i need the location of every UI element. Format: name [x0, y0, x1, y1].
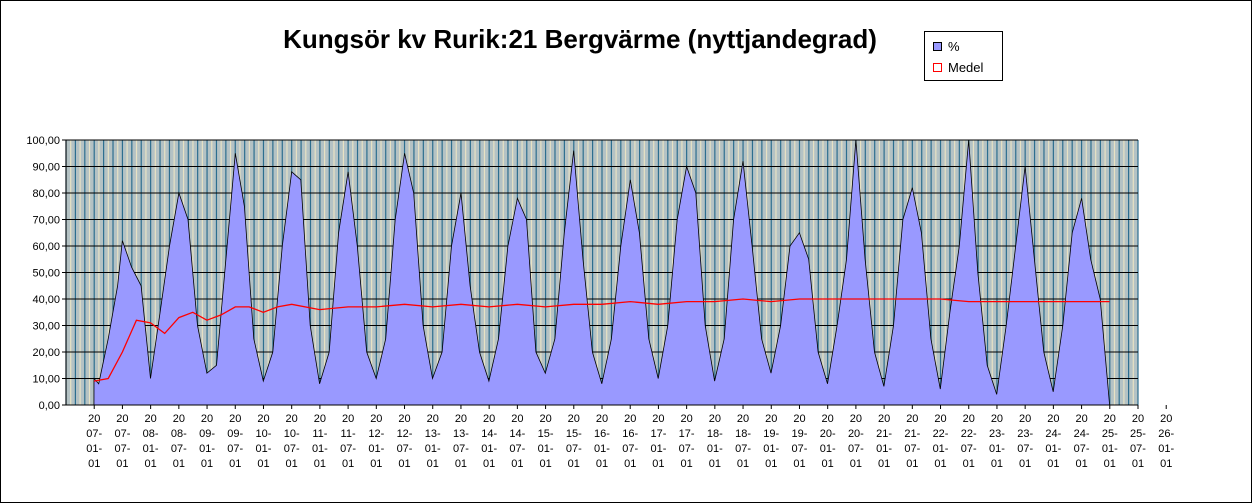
x-tick-label: 20 07-07-01	[114, 413, 130, 470]
chart-title: Kungsör kv Rurik:21 Bergvärme (nyttjande…	[283, 24, 877, 54]
x-tick-label: 20 08-01-01	[143, 413, 159, 470]
y-tick-label: 50,00	[32, 268, 60, 280]
legend: % Medel	[924, 31, 1003, 81]
x-tick-label: 20 07-01-01	[86, 413, 102, 470]
x-tick-label: 20 22-07-01	[961, 413, 977, 470]
x-tick-label: 20 23-07-01	[1017, 413, 1033, 470]
x-tick-label: 20 20-01-01	[820, 413, 836, 470]
x-tick-label: 20 13-01-01	[425, 413, 441, 470]
legend-swatch-percent	[933, 41, 942, 51]
x-tick-label: 20 18-01-01	[707, 413, 723, 470]
y-tick-label: 70,00	[32, 215, 60, 227]
x-tick-label: 20 15-07-01	[566, 413, 582, 470]
y-tick-label: 80,00	[32, 188, 60, 200]
x-tick-label: 20 13-07-01	[453, 413, 469, 470]
x-tick-label: 20 19-07-01	[792, 413, 808, 470]
x-tick-label: 20 20-07-01	[848, 413, 864, 470]
x-tick-label: 20 12-07-01	[397, 413, 413, 470]
x-tick-label: 20 24-01-01	[1045, 413, 1061, 470]
x-tick-label: 20 25-01-01	[1102, 413, 1118, 470]
x-tick-label: 20 21-07-01	[904, 413, 920, 470]
legend-item-medel: Medel	[933, 59, 983, 75]
x-tick-label: 20 19-01-01	[763, 413, 779, 470]
x-tick-label: 20 10-01-01	[256, 413, 272, 470]
legend-swatch-medel	[933, 62, 942, 72]
x-tick-label: 20 09-07-01	[227, 413, 243, 470]
x-tick-label: 20 11-01-01	[312, 413, 328, 470]
x-tick-label: 20 25-07-01	[1130, 413, 1146, 470]
x-tick-label: 20 14-01-01	[481, 413, 497, 470]
series-line-medel	[93, 298, 1110, 382]
x-tick-label: 20 16-07-01	[622, 413, 638, 470]
x-tick-label: 20 14-07-01	[509, 413, 525, 470]
x-tick-label: 20 24-07-01	[1074, 413, 1090, 470]
legend-label-medel: Medel	[948, 59, 984, 75]
x-tick-label: 20 21-01-01	[876, 413, 892, 470]
y-tick-label: 30,00	[32, 321, 60, 333]
x-tick-label: 20 15-01-01	[538, 413, 554, 470]
y-tick-label: 60,00	[32, 241, 60, 253]
y-tick-label: 10,00	[32, 374, 60, 386]
x-tick-label: 20 22-01-01	[933, 413, 949, 470]
x-tick-label: 20 26-01-01	[1158, 413, 1174, 470]
legend-item-percent: %	[933, 38, 960, 54]
x-tick-label: 20 18-07-01	[735, 413, 751, 470]
y-tick-label: 40,00	[32, 294, 60, 306]
y-tick-label: 90,00	[32, 162, 60, 174]
x-tick-label: 20 17-07-01	[679, 413, 695, 470]
x-tick-label: 20 23-01-01	[989, 413, 1005, 470]
legend-label-percent: %	[948, 38, 960, 54]
series-area-percent	[93, 139, 1111, 406]
x-tick-label: 20 10-07-01	[284, 413, 300, 470]
x-tick-label: 20 17-01-01	[650, 413, 666, 470]
y-tick-label: 100,00	[26, 135, 60, 147]
x-tick-label: 20 12-01-01	[368, 413, 384, 470]
y-tick-label: 20,00	[32, 347, 60, 359]
x-tick-label: 20 08-07-01	[171, 413, 187, 470]
x-tick-label: 20 16-01-01	[594, 413, 610, 470]
x-tick-label: 20 09-01-01	[199, 413, 215, 470]
x-tick-label: 20 11-07-01	[340, 413, 356, 470]
y-tick-label: 0,00	[39, 400, 60, 412]
